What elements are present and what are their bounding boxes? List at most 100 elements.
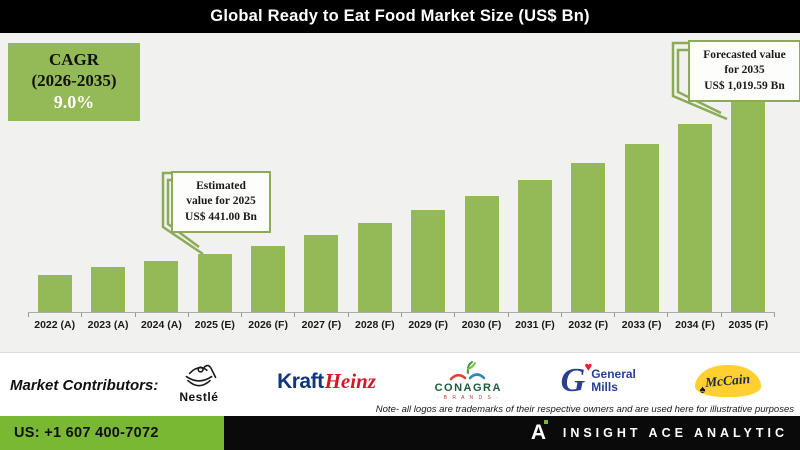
- page-title: Global Ready to Eat Food Market Size (US…: [210, 7, 590, 25]
- general-mills-wordmark: General Mills: [591, 367, 636, 394]
- x-axis-label: 2022 (A): [34, 319, 76, 331]
- x-axis-label: 2028 (F): [354, 319, 395, 331]
- axis-tick: [773, 313, 775, 317]
- kraftheinz-logo: Kraft Heinz: [277, 368, 376, 393]
- estimated-line2: value for 2025: [186, 195, 256, 208]
- axis-tick: [134, 313, 136, 317]
- bar-column: [188, 254, 241, 312]
- bar-column: [348, 223, 401, 312]
- contributors-label: Market Contributors:: [10, 377, 159, 394]
- x-axis-label: 2035 (F): [728, 319, 769, 331]
- bar: [91, 267, 126, 312]
- axis-tick: [560, 313, 562, 317]
- bar-column: [81, 267, 134, 312]
- nestle-logo: Nestlé: [179, 360, 218, 403]
- forecast-value: US$ 1,019.59 Bn: [704, 79, 785, 92]
- axis-tick: [507, 313, 509, 317]
- phone-number: US: +1 607 400-7072: [14, 425, 159, 441]
- cagr-value: 9.0%: [53, 91, 95, 112]
- estimated-line1: Estimated: [196, 179, 246, 192]
- bar: [571, 163, 606, 312]
- conagra-logo: CONAGRA · B R A N D S ·: [435, 361, 502, 401]
- insight-ace-logo-icon: A: [530, 420, 548, 444]
- trademark-note: Note- all logos are trademarks of their …: [375, 404, 794, 415]
- x-axis-label: 2024 (A): [140, 319, 182, 331]
- mccain-sun-shape: ♠ McCain: [694, 365, 761, 397]
- insight-ace-wordmark: INSIGHT ACE ANALYTIC: [562, 426, 788, 440]
- bar: [464, 196, 499, 312]
- axis-tick: [241, 313, 243, 317]
- nestle-wordmark: Nestlé: [179, 389, 219, 404]
- spade-icon: ♠: [699, 384, 706, 396]
- heart-icon: ♥: [584, 359, 593, 374]
- bar-column: [615, 144, 668, 312]
- contributors-footer: Market Contributors: Nestlé Kraft Heinz: [0, 352, 800, 417]
- x-axis-label: 2032 (F): [568, 319, 609, 331]
- axis-tick: [347, 313, 349, 317]
- conagra-leaf-icon: [450, 361, 486, 381]
- mccain-logo: ♠ McCain: [694, 365, 761, 397]
- conagra-brands-sub: · B R A N D S ·: [436, 395, 500, 401]
- phone-strip: US: +1 607 400-7072: [0, 416, 224, 450]
- bar: [304, 235, 339, 312]
- x-axis-label: 2026 (F): [248, 319, 288, 331]
- bottom-bar: US: +1 607 400-7072 A INSIGHT ACE ANALYT…: [0, 416, 800, 450]
- insight-ace-brand: A INSIGHT ACE ANALYTIC: [531, 416, 788, 450]
- forecast-line1: Forecasted value: [703, 48, 786, 61]
- bar: [731, 102, 766, 312]
- bar-column: [28, 275, 81, 312]
- x-axis-line: [28, 312, 775, 313]
- bar-column: [668, 124, 721, 312]
- bar-column: [562, 163, 615, 312]
- x-axis-label: 2029 (F): [408, 319, 449, 331]
- bar-column: [455, 196, 508, 312]
- forecasted-value-callout: Forecasted value for 2035 US$ 1,019.59 B…: [688, 40, 800, 102]
- x-axis-label: 2033 (F): [621, 319, 662, 331]
- axis-tick: [187, 313, 189, 317]
- general-mills-g-icon: G ♥: [560, 359, 593, 399]
- axis-tick: [400, 313, 402, 317]
- bar: [517, 180, 552, 312]
- axis-tick: [667, 313, 669, 317]
- bar-column: [295, 235, 348, 312]
- x-axis-labels: 2022 (A) 2023 (A) 2024 (A) 2025 (E) 2026 (F)…: [28, 319, 775, 331]
- title-bar: Global Ready to Eat Food Market Size (US…: [0, 0, 800, 33]
- bar-column: [722, 102, 775, 312]
- x-axis-label: 2023 (A): [87, 319, 129, 331]
- bar-column: [508, 180, 561, 312]
- estimated-value-callout: Estimated value for 2025 US$ 441.00 Bn: [171, 171, 271, 233]
- x-axis-label: 2031 (F): [515, 319, 555, 331]
- forecast-line2: for 2035: [724, 64, 765, 77]
- x-axis-label: 2030 (F): [461, 319, 502, 331]
- bar: [677, 124, 712, 312]
- contributor-logos: Nestlé Kraft Heinz CONAGRA · B R A N D S…: [150, 353, 790, 409]
- bars: [28, 33, 775, 312]
- axis-tick: [294, 313, 296, 317]
- estimated-value: US$ 441.00 Bn: [185, 210, 257, 223]
- heinz-wordmark: Heinz: [324, 368, 376, 393]
- bar: [251, 246, 286, 312]
- cagr-label: CAGR: [48, 50, 100, 70]
- bar: [411, 210, 446, 312]
- general-mills-logo: G ♥ General Mills: [560, 359, 636, 399]
- bar-column: [402, 210, 455, 312]
- bar: [197, 254, 232, 312]
- axis-tick: [454, 313, 456, 317]
- axis-tick: [614, 313, 616, 317]
- x-axis-label: 2034 (F): [675, 319, 715, 331]
- axis-tick: [28, 313, 29, 317]
- bar: [37, 275, 72, 312]
- mccain-wordmark: McCain: [704, 371, 751, 391]
- x-axis-ticks: [28, 313, 775, 317]
- bar: [144, 261, 179, 312]
- cagr-box: CAGR (2026-2035) 9.0%: [8, 43, 140, 121]
- logo-green-dot: [543, 420, 548, 424]
- conagra-wordmark: CONAGRA: [434, 382, 502, 394]
- axis-tick: [720, 313, 722, 317]
- bar-column: [135, 261, 188, 312]
- chart-area: CAGR (2026-2035) 9.0% Estimated value fo…: [0, 33, 800, 352]
- cagr-period: (2026-2035): [31, 71, 117, 91]
- bar: [624, 144, 659, 312]
- x-axis-label: 2025 (E): [194, 319, 235, 331]
